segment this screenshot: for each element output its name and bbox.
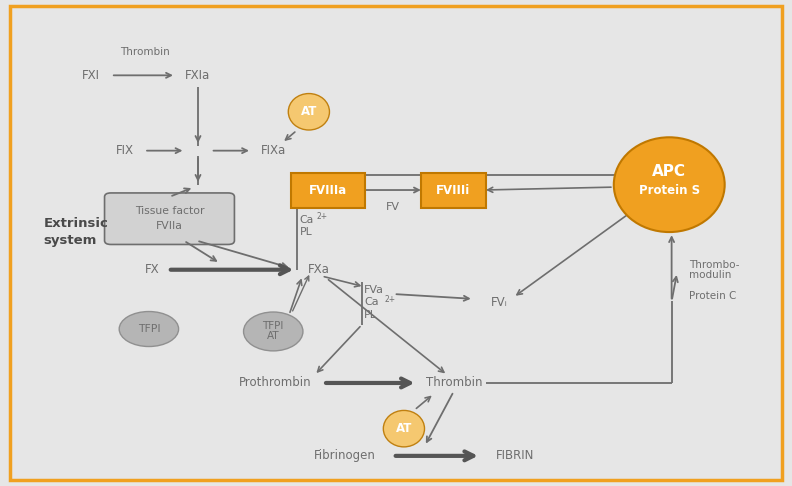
Text: FVᵢ: FVᵢ	[490, 296, 508, 309]
Text: 2+: 2+	[384, 295, 395, 304]
FancyBboxPatch shape	[105, 193, 234, 244]
Text: PL: PL	[299, 227, 312, 237]
Text: modulin: modulin	[689, 270, 732, 279]
Text: TFPI: TFPI	[263, 321, 284, 330]
Text: Ca: Ca	[299, 215, 314, 225]
Text: TFPI: TFPI	[138, 324, 160, 334]
Text: system: system	[44, 234, 97, 247]
FancyBboxPatch shape	[291, 173, 365, 208]
Text: Protein S: Protein S	[638, 184, 700, 197]
Text: FIX: FIX	[116, 144, 134, 157]
Text: FVIIIa: FVIIIa	[309, 184, 347, 196]
Text: Thrombin: Thrombin	[120, 47, 169, 57]
Text: AT: AT	[301, 105, 317, 118]
Ellipse shape	[119, 312, 178, 347]
Text: PL: PL	[364, 310, 377, 320]
FancyBboxPatch shape	[421, 173, 486, 208]
Ellipse shape	[244, 312, 303, 351]
Text: 2+: 2+	[317, 212, 328, 221]
Text: Prothrombin: Prothrombin	[239, 377, 312, 389]
Text: FX: FX	[145, 263, 159, 276]
Text: FXa: FXa	[307, 263, 329, 276]
Ellipse shape	[614, 137, 725, 232]
Text: Thrombin: Thrombin	[425, 377, 482, 389]
Text: APC: APC	[653, 164, 686, 178]
Text: Tissue factor: Tissue factor	[135, 207, 204, 216]
Text: Thrombo-: Thrombo-	[689, 260, 740, 270]
Text: AT: AT	[267, 331, 280, 341]
Text: AT: AT	[396, 422, 412, 435]
Ellipse shape	[383, 410, 425, 447]
Text: Extrinsic: Extrinsic	[44, 217, 109, 230]
Text: FXIa: FXIa	[185, 69, 211, 82]
Text: FVIIIi: FVIIIi	[436, 184, 470, 196]
Text: FXI: FXI	[82, 69, 100, 82]
Ellipse shape	[288, 93, 329, 130]
Text: FVa: FVa	[364, 285, 384, 295]
Text: FIXa: FIXa	[261, 144, 286, 157]
Text: FIBRIN: FIBRIN	[496, 450, 534, 462]
Text: Fibrinogen: Fibrinogen	[314, 450, 375, 462]
Text: FV: FV	[386, 202, 400, 211]
Text: Ca: Ca	[364, 297, 379, 307]
Text: Protein C: Protein C	[689, 292, 737, 301]
Text: FVIIa: FVIIa	[156, 221, 183, 231]
